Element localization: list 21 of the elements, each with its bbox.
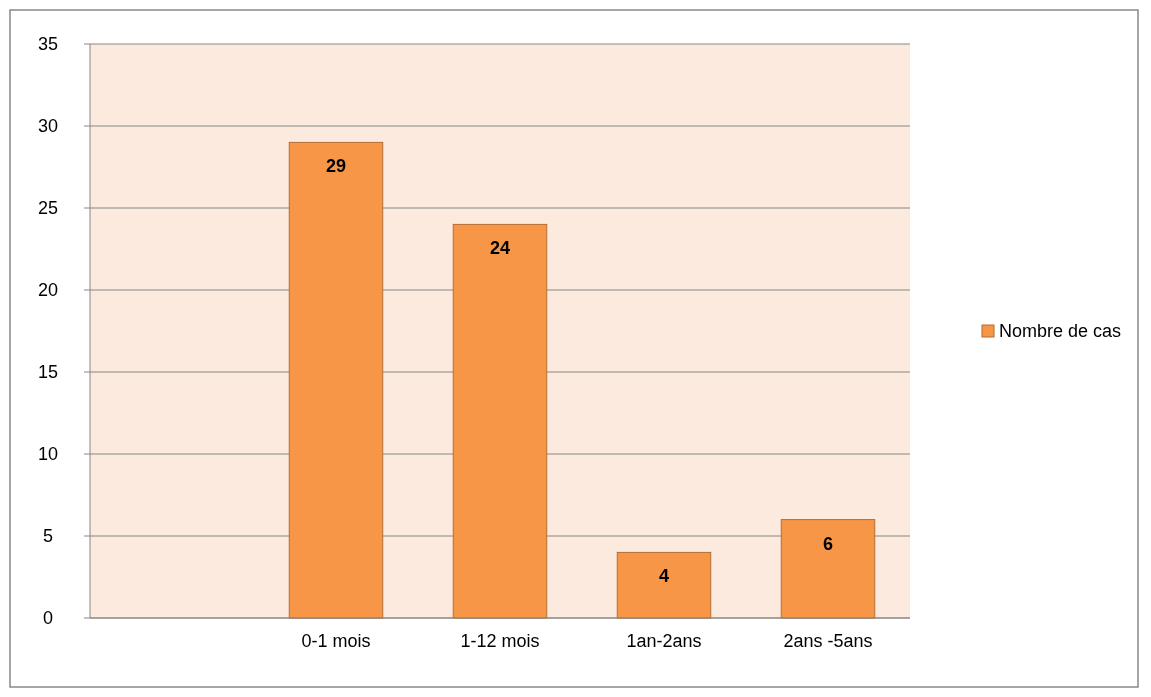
data-label: 4 [658, 566, 670, 587]
y-tick-label: 35 [37, 34, 59, 55]
data-label: 24 [489, 238, 511, 259]
y-tick-label: 5 [42, 526, 54, 547]
bar [780, 519, 876, 619]
y-tick-label: 20 [37, 280, 59, 301]
bar [452, 223, 548, 619]
bar [616, 551, 712, 619]
x-tick-label: 1an-2ans [626, 631, 702, 651]
y-tick-label: 0 [42, 608, 54, 629]
legend-label: Nombre de cas [999, 321, 1122, 342]
y-tick-label: 15 [37, 362, 59, 383]
y-tick-label: 25 [37, 198, 59, 219]
data-label: 29 [325, 156, 347, 177]
x-tick-label: 0-1 mois [301, 631, 371, 651]
x-tick-label: 1-12 mois [460, 631, 540, 651]
y-tick-label: 10 [37, 444, 59, 465]
data-label: 6 [822, 533, 834, 554]
bar [288, 141, 384, 619]
x-tick-label: 2ans -5ans [783, 631, 873, 651]
y-tick-label: 30 [37, 116, 59, 137]
